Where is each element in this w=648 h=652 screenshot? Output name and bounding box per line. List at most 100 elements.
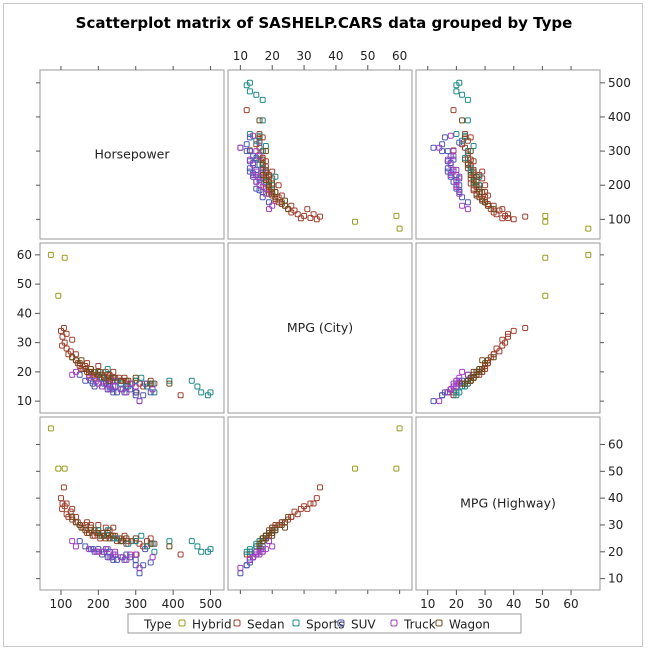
point-suv [246,168,253,175]
point-sports [246,546,253,553]
legend-marker-wagon [435,619,443,627]
point-wagon [272,189,279,195]
point-sedan [63,500,70,507]
point-sports [104,366,111,372]
legend-marker-sedan [233,619,241,627]
point-wagon [464,161,471,168]
y-tick-label: 50 [17,277,32,291]
point-truck [117,554,124,561]
point-suv [439,392,446,399]
legend-title: Type [143,618,172,632]
legend-marker-suv [337,619,345,627]
axes: 100 200 300 400 500 10 20 30 40 50 60 10 20 30 40 50 60 1… [17,49,631,611]
point-sedan [522,213,529,220]
point-wagon [110,374,117,381]
point-truck [132,551,139,558]
x-tick-label: 10 [233,49,248,63]
point-wagon [467,377,474,384]
point-wagon [147,540,154,547]
point-truck [453,182,460,189]
point-wagon [166,543,173,550]
point-sedan [60,484,67,491]
point-sedan [482,189,489,195]
point-wagon [97,368,104,375]
point-wagon [262,168,269,175]
point-sedan [304,206,311,213]
point-sedan [291,207,298,214]
chart-frame [3,3,643,647]
point-sedan [313,495,320,502]
point-sedan [310,211,317,218]
point-truck [250,554,257,561]
x-tick-label: 200 [87,597,110,611]
point-sports [138,374,145,381]
point-suv [253,156,260,163]
point-truck [253,168,260,175]
point-sedan [490,351,497,358]
point-suv [464,199,471,206]
point-truck [459,202,466,209]
point-wagon [123,377,130,384]
point-sedan [510,216,517,223]
panel-r2-c1 [227,416,413,591]
point-suv [142,546,149,553]
legend-label-hybrid: Hybrid [192,618,232,632]
point-sports [166,377,173,384]
point-truck [86,374,92,381]
point-sports [476,182,483,189]
point-wagon [462,134,468,141]
point-hybrid [352,218,358,225]
y-tick-label: 20 [608,545,623,559]
point-wagon [467,156,474,163]
point-hybrid [393,465,400,472]
point-sedan [69,336,76,343]
point-sedan [288,513,295,520]
point-suv [456,139,463,146]
point-sedan [63,330,70,337]
point-sedan [84,360,91,367]
point-wagon [110,532,117,539]
point-wagon [256,134,263,141]
point-wagon [470,168,477,175]
point-wagon [269,530,276,536]
point-wagon [166,380,173,387]
x-tick-label: 20 [449,597,464,611]
y-tick-label: 20 [17,365,32,379]
point-sports [188,377,195,384]
legend-label-suv: SUV [351,618,376,632]
point-wagon [256,543,263,550]
point-wagon [278,199,285,206]
point-truck [99,383,106,390]
point-truck [69,538,76,545]
point-sedan [253,141,260,148]
point-sedan [278,192,285,199]
x-tick-label: 500 [199,597,222,611]
point-truck [444,156,451,163]
point-suv [243,148,250,155]
point-hybrid [542,292,549,299]
point-sports [198,389,205,396]
point-sedan [307,500,314,507]
point-truck [123,389,130,396]
point-sedan [499,336,506,343]
point-wagon [467,148,474,155]
point-truck [95,548,102,555]
x-tick-label: 300 [124,597,147,611]
point-truck [250,132,257,139]
point-suv [243,562,250,569]
point-truck [256,551,263,558]
point-suv [246,165,253,172]
point-sedan [482,366,489,372]
point-sedan [177,392,184,399]
y-tick-label: 40 [17,306,32,320]
point-sedan [467,134,474,141]
point-wagon [262,177,269,184]
point-sedan [291,508,298,515]
point-sedan [259,134,266,141]
point-suv [140,392,147,399]
point-truck [127,551,134,558]
point-sedan [484,360,491,367]
point-suv [246,148,253,155]
y-tick-label: 200 [608,178,631,192]
